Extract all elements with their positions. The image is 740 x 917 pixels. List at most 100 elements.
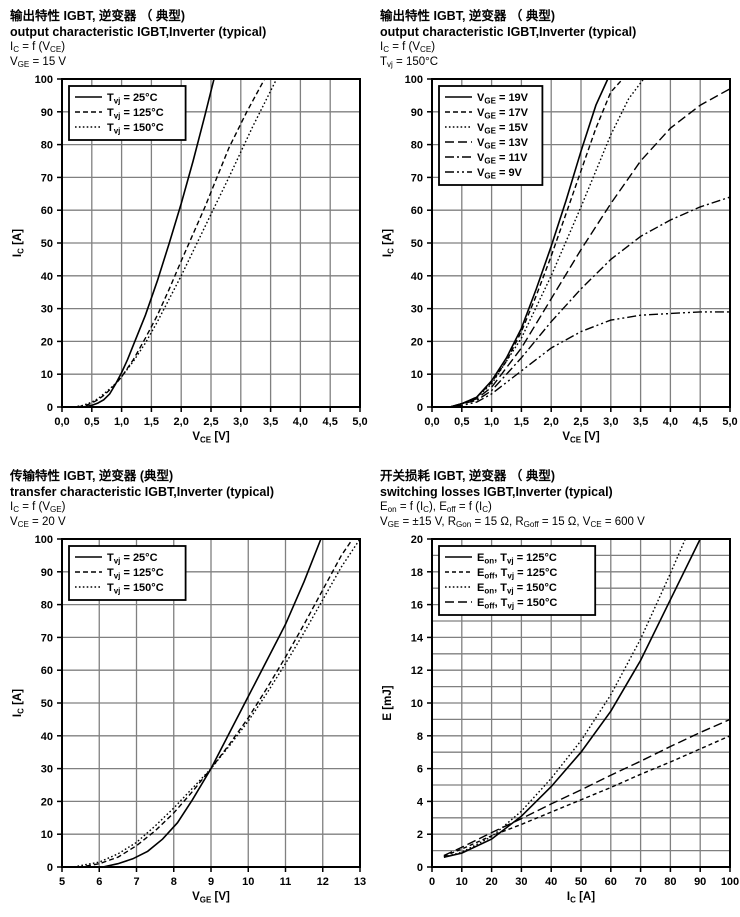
svg-text:6: 6 — [417, 763, 423, 775]
chart-title-zh: 输出特性 IGBT, 逆变器 （ 典型) — [10, 9, 186, 23]
svg-text:Tvj = 25°C: Tvj = 25°C — [107, 552, 158, 566]
svg-text:80: 80 — [41, 599, 53, 611]
svg-text:Tvj = 150°C: Tvj = 150°C — [107, 582, 164, 596]
svg-text:5: 5 — [59, 876, 65, 888]
svg-text:2,5: 2,5 — [203, 416, 218, 428]
svg-text:IC [A]: IC [A] — [12, 688, 26, 716]
svg-text:50: 50 — [41, 238, 53, 250]
svg-text:30: 30 — [41, 763, 53, 775]
svg-text:2,0: 2,0 — [174, 416, 189, 428]
chart-header: 开关损耗 IGBT, 逆变器 （ 典型) switching losses IG… — [380, 468, 740, 531]
svg-text:VCE [V]: VCE [V] — [192, 431, 229, 445]
svg-text:9: 9 — [208, 876, 214, 888]
svg-text:10: 10 — [41, 369, 53, 381]
svg-text:10: 10 — [411, 369, 423, 381]
svg-text:2,0: 2,0 — [544, 416, 559, 428]
svg-text:18: 18 — [411, 566, 423, 578]
chart-header: 传输特性 IGBT, 逆变器 (典型) transfer characteris… — [10, 468, 370, 531]
svg-text:8: 8 — [171, 876, 177, 888]
svg-text:4: 4 — [417, 796, 424, 808]
chart-condition-line: VGE = ±15 V, RGon = 15 Ω, RGoff = 15 Ω, … — [380, 516, 645, 530]
svg-text:100: 100 — [721, 876, 739, 888]
svg-text:90: 90 — [41, 106, 53, 118]
svg-text:IC [A]: IC [A] — [12, 228, 26, 256]
svg-text:20: 20 — [411, 534, 423, 546]
transfer-characteristic-chart: 5 6 7 8 9 10 11 12 13 0 10 20 30 40 50 60 70 80 90 100 VGE [… — [8, 530, 370, 911]
svg-text:30: 30 — [41, 303, 53, 315]
chart-title-en: output characteristic IGBT,Inverter (typ… — [380, 25, 637, 39]
svg-text:0: 0 — [417, 402, 423, 414]
svg-text:2: 2 — [417, 829, 423, 841]
svg-text:Tvj = 25°C: Tvj = 25°C — [107, 92, 158, 106]
svg-text:VGE [V]: VGE [V] — [192, 891, 230, 905]
svg-text:0,0: 0,0 — [54, 416, 69, 428]
svg-text:70: 70 — [634, 876, 646, 888]
svg-text:80: 80 — [41, 139, 53, 151]
svg-text:VGE = 17V: VGE = 17V — [477, 107, 529, 121]
svg-text:50: 50 — [411, 238, 423, 250]
chart-condition-line: IC = f (VCE) — [10, 41, 66, 54]
chart-condition-line: Eon = f (IC), Eoff = f (IC) — [380, 501, 492, 514]
svg-text:Tvj = 125°C: Tvj = 125°C — [107, 107, 164, 121]
svg-text:3,5: 3,5 — [263, 416, 278, 428]
chart-condition-line: IC = f (VCE) — [380, 41, 436, 54]
svg-text:60: 60 — [605, 876, 617, 888]
svg-text:4,5: 4,5 — [323, 416, 338, 428]
svg-text:70: 70 — [411, 172, 423, 184]
svg-text:70: 70 — [41, 632, 53, 644]
svg-text:5,0: 5,0 — [352, 416, 367, 428]
svg-text:8: 8 — [417, 730, 423, 742]
svg-text:50: 50 — [41, 698, 53, 710]
svg-text:11: 11 — [280, 876, 292, 888]
svg-text:40: 40 — [41, 270, 53, 282]
chart-block-switching-losses: 开关损耗 IGBT, 逆变器 （ 典型) switching losses IG… — [370, 458, 740, 917]
svg-text:100: 100 — [35, 74, 53, 86]
svg-text:Eon, Tvj = 125°C: Eon, Tvj = 125°C — [477, 552, 557, 566]
svg-text:1,5: 1,5 — [144, 416, 159, 428]
svg-text:0: 0 — [47, 862, 53, 874]
svg-text:10: 10 — [456, 876, 468, 888]
svg-text:IC [A]: IC [A] — [567, 891, 595, 905]
svg-text:Tvj = 125°C: Tvj = 125°C — [107, 567, 164, 581]
svg-text:30: 30 — [411, 303, 423, 315]
chart-title-en: switching losses IGBT,Inverter (typical) — [380, 485, 613, 499]
chart-condition-line: Tvj = 150°C — [380, 56, 439, 70]
svg-text:30: 30 — [515, 876, 527, 888]
svg-text:100: 100 — [405, 74, 423, 86]
svg-text:Eoff, Tvj = 125°C: Eoff, Tvj = 125°C — [477, 567, 557, 581]
svg-text:80: 80 — [664, 876, 676, 888]
svg-text:40: 40 — [545, 876, 557, 888]
output-characteristic-chart-vge15: 0,0 0,5 1,0 1,5 2,0 2,5 3,0 3,5 4,0 4,5 5,0 0 10 20 30… — [8, 70, 370, 451]
svg-text:1,0: 1,0 — [484, 416, 499, 428]
chart-title-zh: 开关损耗 IGBT, 逆变器 （ 典型) — [380, 469, 556, 483]
svg-text:80: 80 — [411, 139, 423, 151]
chart-title-zh: 传输特性 IGBT, 逆变器 (典型) — [10, 469, 174, 483]
svg-text:20: 20 — [41, 336, 53, 348]
chart-title-en: transfer characteristic IGBT,Inverter (t… — [10, 485, 274, 499]
svg-text:3,0: 3,0 — [603, 416, 618, 428]
svg-text:10: 10 — [411, 698, 423, 710]
svg-text:3,0: 3,0 — [233, 416, 248, 428]
svg-text:IC [A]: IC [A] — [382, 228, 396, 256]
svg-text:VGE = 15V: VGE = 15V — [477, 122, 529, 136]
svg-text:0,0: 0,0 — [424, 416, 439, 428]
svg-text:100: 100 — [35, 534, 53, 546]
svg-text:20: 20 — [485, 876, 497, 888]
svg-text:1,5: 1,5 — [514, 416, 529, 428]
svg-text:10: 10 — [242, 876, 254, 888]
svg-text:90: 90 — [411, 106, 423, 118]
svg-text:VGE = 19V: VGE = 19V — [477, 92, 529, 106]
svg-text:VGE = 9V: VGE = 9V — [477, 167, 523, 181]
svg-text:70: 70 — [41, 172, 53, 184]
svg-text:60: 60 — [41, 665, 53, 677]
svg-text:0: 0 — [429, 876, 435, 888]
svg-text:E [mJ]: E [mJ] — [382, 685, 394, 720]
svg-text:Tvj = 150°C: Tvj = 150°C — [107, 122, 164, 136]
svg-text:7: 7 — [133, 876, 139, 888]
svg-text:12: 12 — [411, 665, 423, 677]
svg-text:VCE [V]: VCE [V] — [562, 431, 599, 445]
svg-text:Eon, Tvj = 150°C: Eon, Tvj = 150°C — [477, 582, 557, 596]
svg-text:4,0: 4,0 — [293, 416, 308, 428]
chart-title-zh: 输出特性 IGBT, 逆变器 （ 典型) — [380, 9, 556, 23]
svg-text:12: 12 — [317, 876, 329, 888]
